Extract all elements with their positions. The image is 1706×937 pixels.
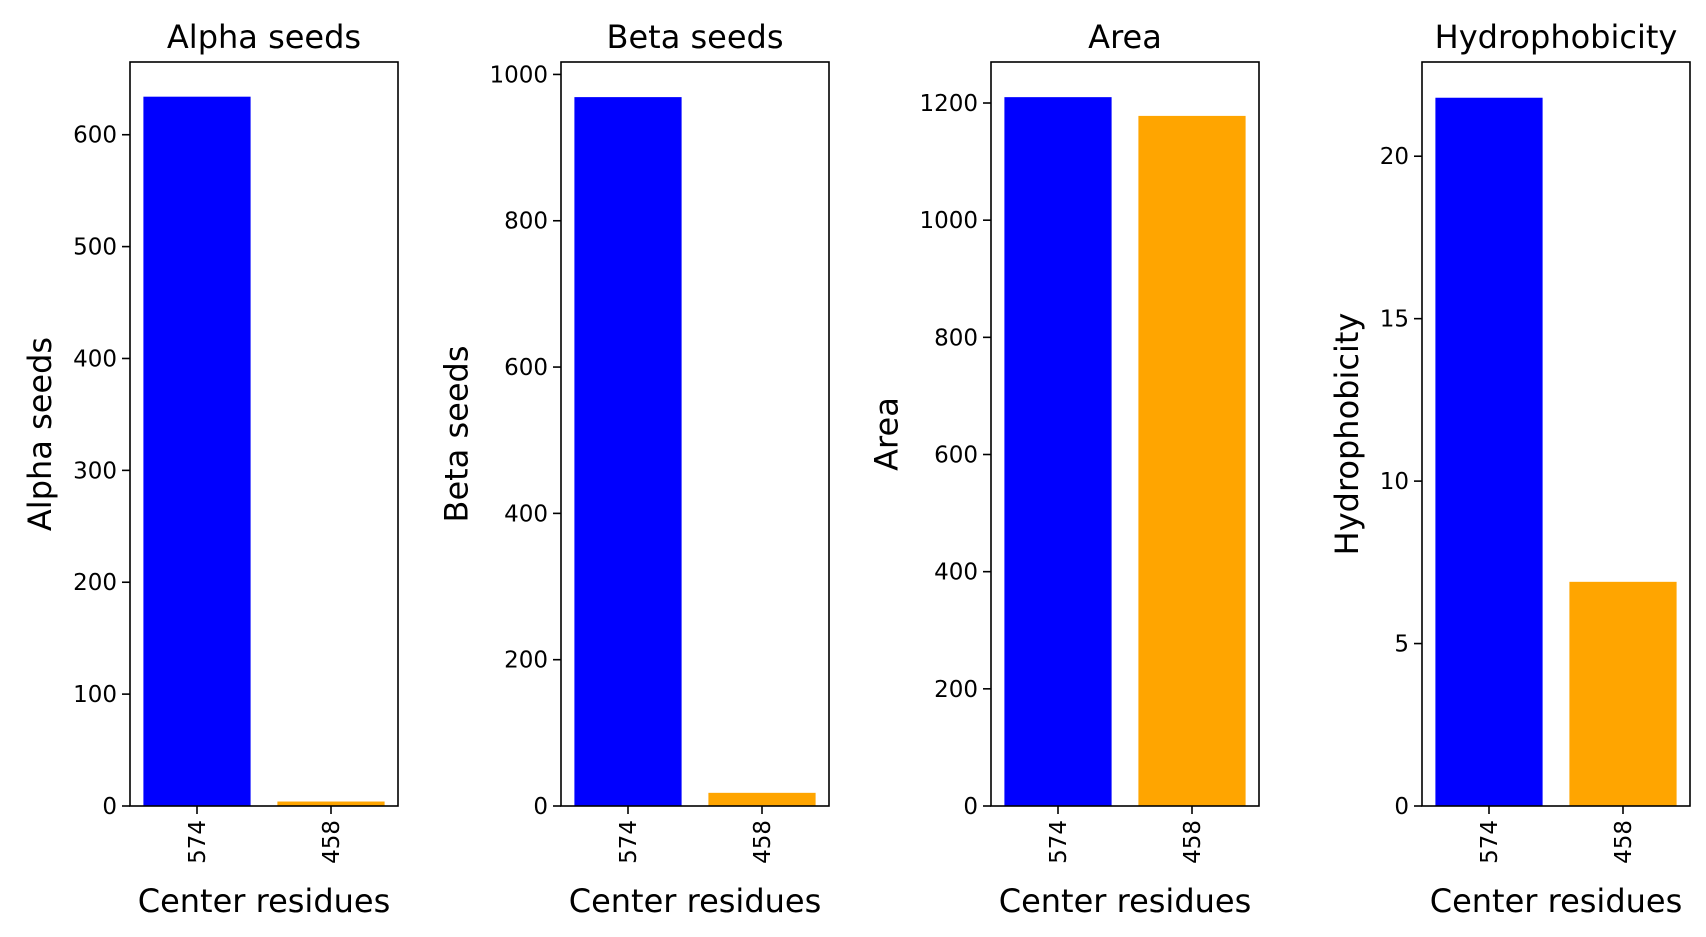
chart-panel-3: 574 458 0 200 400 600 800 1000 1200 Area Center re…	[868, 18, 1260, 920]
bar-458	[708, 792, 816, 806]
chart-title: Hydrophobicity	[1435, 18, 1678, 56]
bar-574	[1435, 97, 1543, 807]
y-tick-label: 400	[504, 501, 548, 527]
y-tick-label: 20	[1380, 144, 1409, 170]
y-tick-label: 300	[73, 458, 117, 484]
bar-574	[1004, 97, 1112, 807]
y-tick-label: 200	[504, 648, 548, 674]
y-axis-label: Area	[868, 397, 906, 471]
y-tick-label: 0	[102, 794, 117, 820]
y-axis-label: Alpha seeds	[21, 337, 59, 531]
y-tick-label: 400	[73, 346, 117, 372]
chart-panel-4: 574 458 0 5 10 15 20 Hydrophobicity Center resid…	[1328, 18, 1691, 920]
x-axis-label: Center residues	[1430, 882, 1683, 920]
chart-panel-1: 574 458 0 100 200 300 400 500 600 Alpha seeds Cent…	[21, 18, 399, 920]
x-tick-label: 574	[616, 820, 642, 864]
x-tick-label: 574	[1477, 820, 1503, 864]
y-tick-label: 800	[934, 325, 978, 351]
chart-title: Area	[1088, 18, 1162, 56]
axes-frame	[1421, 61, 1691, 807]
y-axis-label: Beta seeds	[438, 345, 476, 522]
y-tick-label: 0	[533, 794, 548, 820]
bar-458	[1138, 115, 1246, 807]
y-tick-label: 5	[1394, 632, 1409, 658]
x-axis-label: Center residues	[138, 882, 391, 920]
y-tick-label: 0	[1394, 794, 1409, 820]
x-tick-label: 458	[1180, 820, 1206, 864]
y-axis-label: Hydrophobicity	[1328, 313, 1366, 556]
y-tick-label: 15	[1380, 307, 1409, 333]
axes-frame	[990, 61, 1260, 807]
y-tick-label: 200	[934, 677, 978, 703]
x-tick-label: 574	[1046, 820, 1072, 864]
chart-title: Beta seeds	[607, 18, 784, 56]
y-tick-label: 400	[934, 560, 978, 586]
axes-frame	[129, 61, 399, 807]
y-tick-label: 1000	[919, 208, 978, 234]
y-tick-label: 800	[504, 209, 548, 235]
x-tick-label: 458	[319, 820, 345, 864]
x-axis-label: Center residues	[999, 882, 1252, 920]
y-tick-label: 1200	[919, 91, 978, 117]
y-tick-label: 600	[504, 355, 548, 381]
y-tick-label: 0	[963, 794, 978, 820]
y-tick-label: 100	[73, 682, 117, 708]
y-tick-label: 500	[73, 235, 117, 261]
bar-574	[574, 97, 682, 806]
y-tick-label: 10	[1380, 469, 1409, 495]
y-tick-label: 600	[73, 123, 117, 149]
x-tick-label: 574	[185, 820, 211, 864]
x-tick-label: 458	[750, 820, 776, 864]
axes-frame	[560, 61, 830, 807]
chart-panel-2: 574 458 0 200 400 600 800 1000 Beta seeds Center …	[438, 18, 830, 920]
x-axis-label: Center residues	[569, 882, 822, 920]
bar-458	[1569, 581, 1677, 806]
y-tick-label: 1000	[489, 62, 548, 88]
y-tick-label: 600	[934, 443, 978, 469]
bar-574	[143, 96, 251, 806]
x-tick-label: 458	[1611, 820, 1637, 864]
y-tick-label: 200	[73, 570, 117, 596]
chart-title: Alpha seeds	[167, 18, 361, 56]
bar-458	[277, 801, 385, 806]
